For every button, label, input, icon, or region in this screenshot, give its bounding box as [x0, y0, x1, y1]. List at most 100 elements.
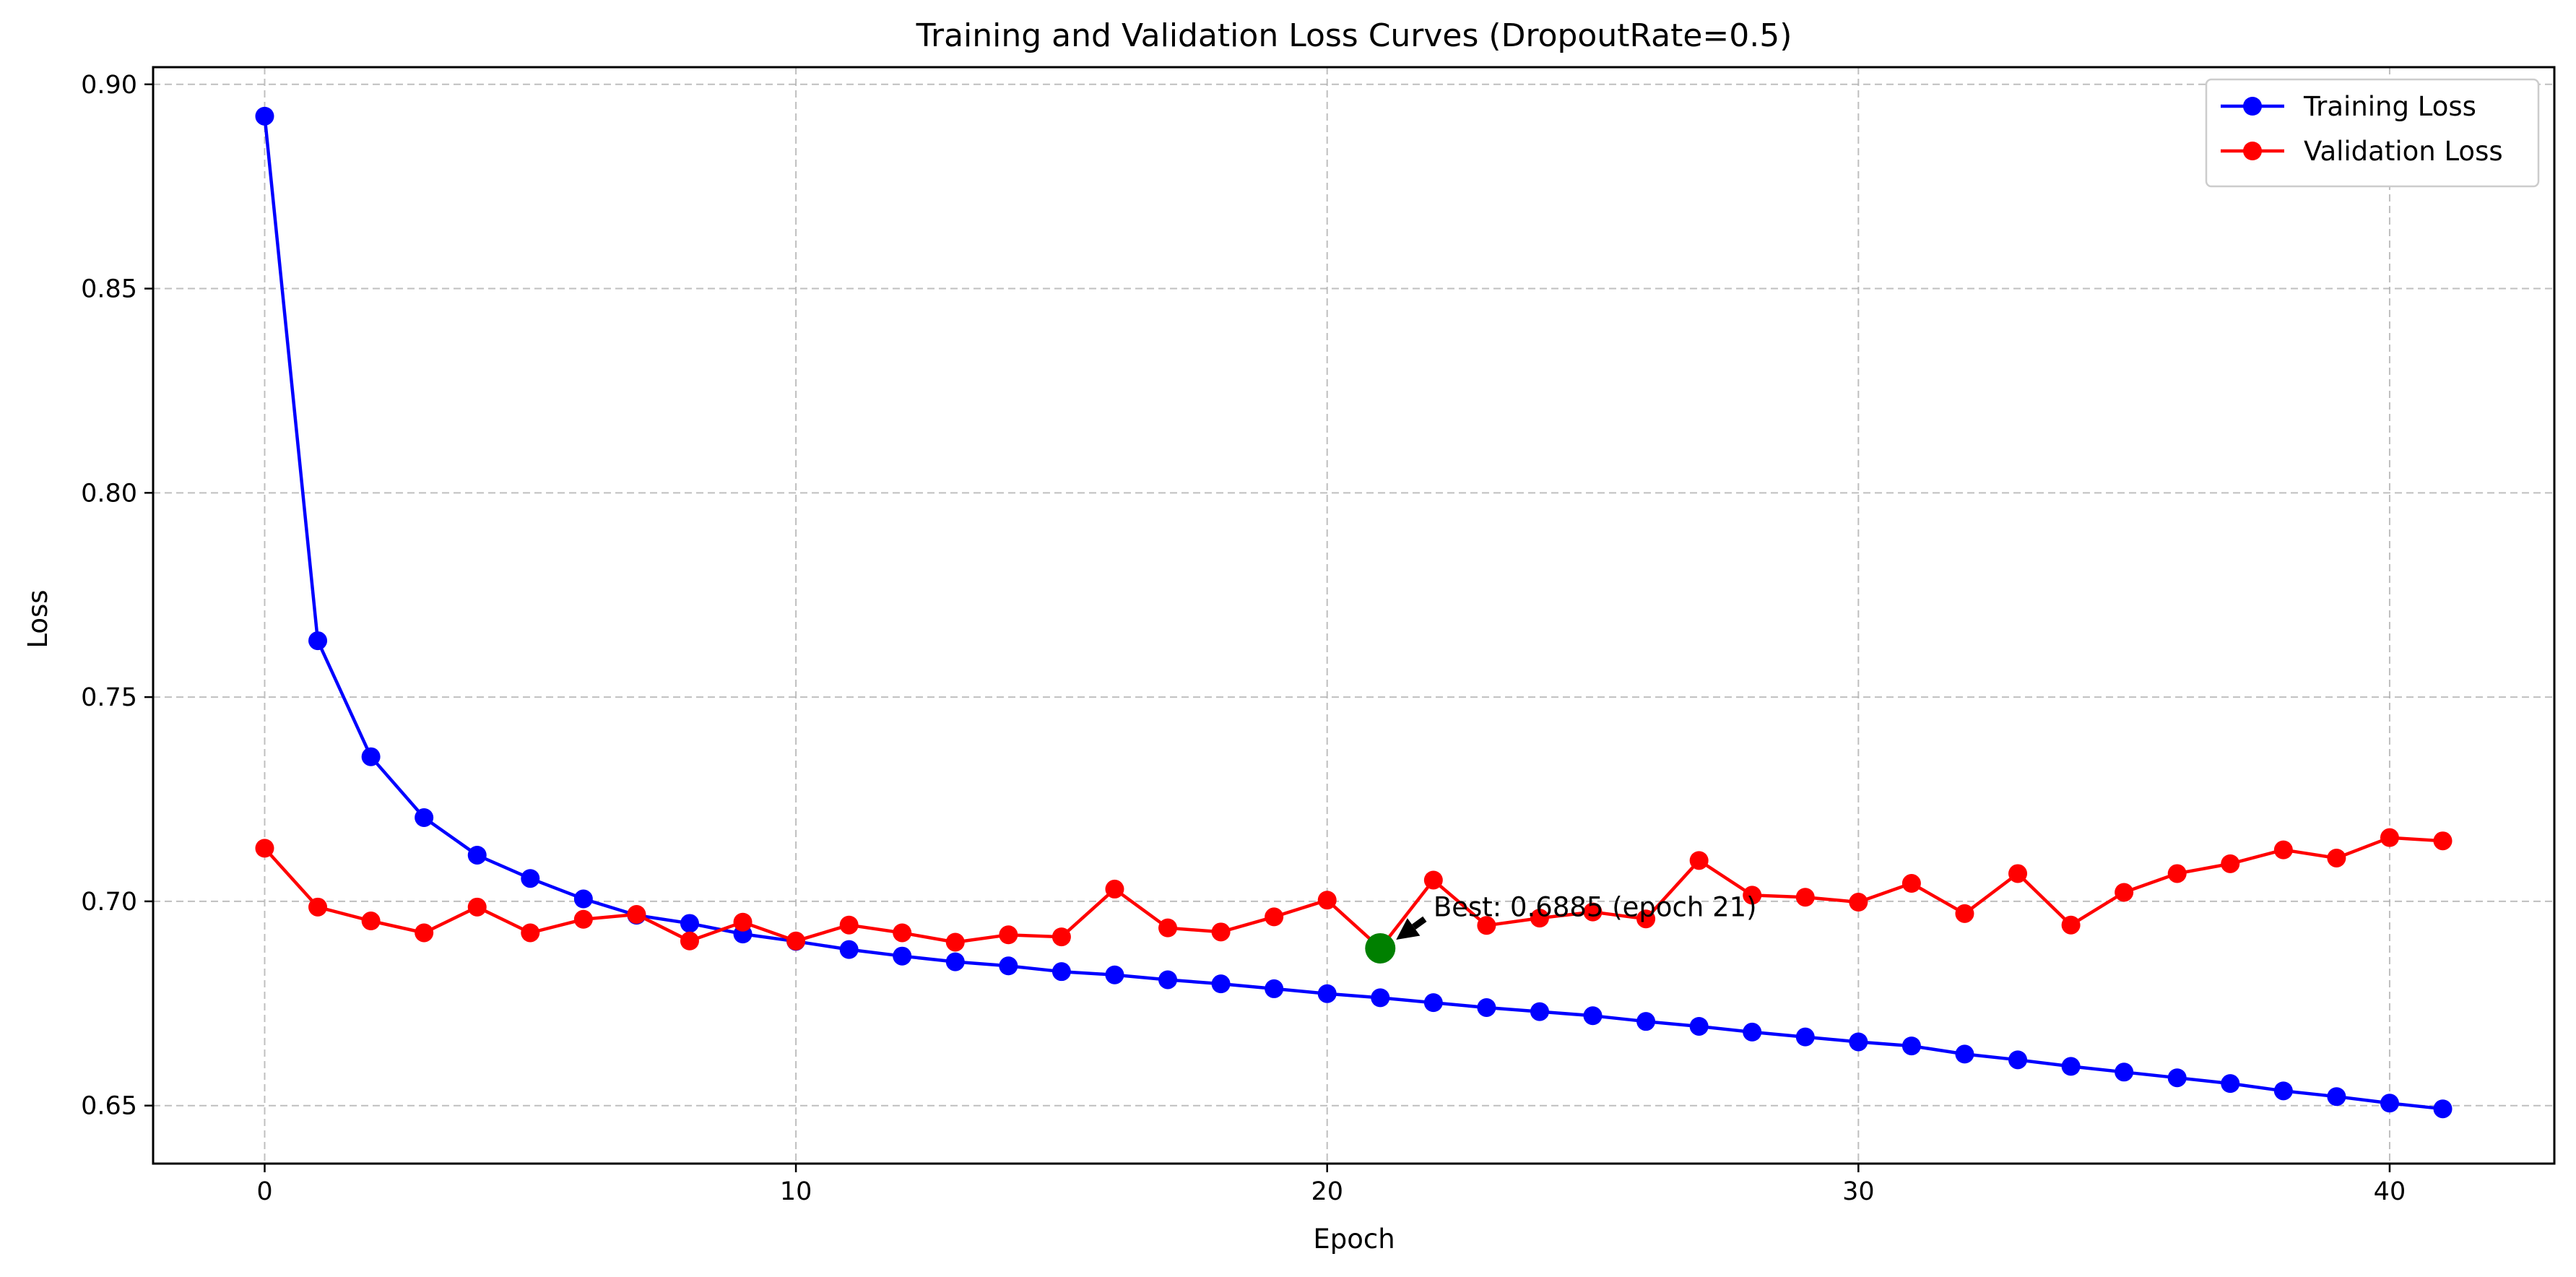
y-tick-label: 0.85 [81, 275, 137, 304]
validation-loss-point [1317, 891, 1337, 910]
training-loss-line [263, 116, 2443, 1111]
training-loss-point [1317, 984, 1337, 1003]
validation-loss-point [1158, 918, 1178, 938]
x-tick-label: 40 [2374, 1177, 2406, 1206]
training-loss-point [1211, 974, 1231, 994]
training-loss-point [255, 106, 274, 126]
validation-loss-point [1530, 909, 1549, 928]
validation-loss-point [521, 923, 540, 943]
training-loss-point [1158, 970, 1178, 990]
training-loss-point [1795, 1027, 1815, 1047]
training-loss-point [2061, 1057, 2081, 1076]
training-loss-point [1423, 993, 1443, 1013]
series-lines [255, 106, 2453, 1119]
legend-box [2205, 78, 2540, 188]
y-tick-label: 0.65 [81, 1092, 137, 1121]
training-loss-point [1105, 965, 1124, 984]
x-axis-label: Epoch [1313, 1224, 1395, 1255]
validation-loss-point [2008, 864, 2028, 883]
grid-lines [153, 67, 2554, 1164]
validation-loss-point [2167, 864, 2187, 883]
validation-loss-point [999, 925, 1018, 945]
training-loss-point [1583, 1006, 1603, 1026]
training-loss-point [1849, 1032, 1868, 1052]
validation-loss-point [1743, 886, 1762, 905]
training-loss-point [839, 940, 859, 959]
training-loss-point [2008, 1050, 2028, 1070]
validation-loss-point [680, 931, 699, 951]
validation-loss-point [786, 931, 806, 951]
training-loss-point [1901, 1036, 1921, 1056]
validation-loss-point [1423, 870, 1443, 890]
legend-marker-validation [2243, 142, 2262, 160]
validation-loss-point [2433, 831, 2453, 851]
training-loss-point [361, 747, 381, 766]
validation-loss-point [1583, 902, 1603, 922]
plot-frame [152, 66, 2556, 1165]
validation-loss-point [1265, 907, 1284, 927]
validation-loss-point [2327, 848, 2346, 867]
y-tick-label: 0.75 [81, 683, 137, 712]
validation-loss-point [1901, 874, 1921, 893]
training-loss-point [893, 946, 912, 966]
chart-title: Training and Validation Loss Curves (Dro… [916, 17, 1792, 54]
training-loss-point [1689, 1016, 1709, 1036]
validation-loss-point [255, 839, 274, 858]
validation-loss-point [2061, 915, 2081, 935]
training-loss-point [467, 845, 487, 865]
validation-loss-point [733, 912, 753, 932]
validation-loss-point [467, 897, 487, 917]
annotation-arrow-shaft [1411, 916, 1427, 930]
validation-loss-point [945, 932, 965, 952]
x-tick-label: 0 [256, 1177, 272, 1206]
training-loss-point [2380, 1094, 2399, 1113]
training-loss-point [1955, 1044, 1974, 1064]
training-loss-point [2273, 1081, 2293, 1101]
training-loss-point [680, 914, 699, 933]
legend-label-validation: Validation Loss [2304, 136, 2503, 167]
training-loss-point [521, 869, 540, 888]
validation-loss-point [415, 923, 434, 943]
best-point-marker [1365, 932, 1396, 964]
validation-loss-point [839, 915, 859, 935]
validation-loss-point [893, 923, 912, 943]
training-loss-point [945, 952, 965, 971]
annotation: Best: 0.6885 (epoch 21) [1365, 891, 1757, 964]
validation-loss-point [573, 909, 593, 929]
validation-loss-point [1689, 851, 1709, 870]
validation-loss-point [361, 912, 381, 931]
validation-loss-point [308, 897, 328, 917]
training-loss-point [308, 631, 328, 651]
x-tick-label: 20 [1311, 1177, 1343, 1206]
validation-loss-point [2273, 840, 2293, 860]
y-axis-label: Loss [22, 589, 53, 648]
validation-loss-point [1211, 922, 1231, 942]
y-tick-label: 0.80 [81, 479, 137, 508]
x-tick-label: 10 [780, 1177, 812, 1206]
training-loss-point [415, 808, 434, 827]
training-loss-point [1477, 997, 1496, 1017]
validation-loss-point [2221, 854, 2240, 873]
training-loss-point [1743, 1022, 1762, 1042]
validation-loss-point [627, 905, 646, 924]
training-loss-point [2167, 1068, 2187, 1088]
training-loss-point [1636, 1012, 1656, 1031]
validation-loss-point [2115, 883, 2134, 902]
validation-loss-point [1105, 879, 1124, 899]
validation-loss-point [1955, 904, 1974, 923]
validation-loss-point [1477, 916, 1496, 935]
validation-loss-point [2380, 828, 2399, 847]
y-tick-label: 0.90 [81, 71, 137, 100]
legend-label-training: Training Loss [2303, 91, 2476, 122]
training-loss-point [573, 889, 593, 909]
validation-loss-point [1849, 893, 1868, 912]
validation-loss-point [1795, 888, 1815, 907]
legend-marker-training [2243, 97, 2262, 116]
validation-loss-point [1636, 909, 1656, 929]
validation-loss-point [1051, 927, 1071, 947]
training-loss-point [1265, 979, 1284, 998]
training-loss-point [1530, 1002, 1549, 1021]
training-loss-point [1371, 988, 1390, 1008]
annotation-label: Best: 0.6885 (epoch 21) [1434, 891, 1757, 922]
